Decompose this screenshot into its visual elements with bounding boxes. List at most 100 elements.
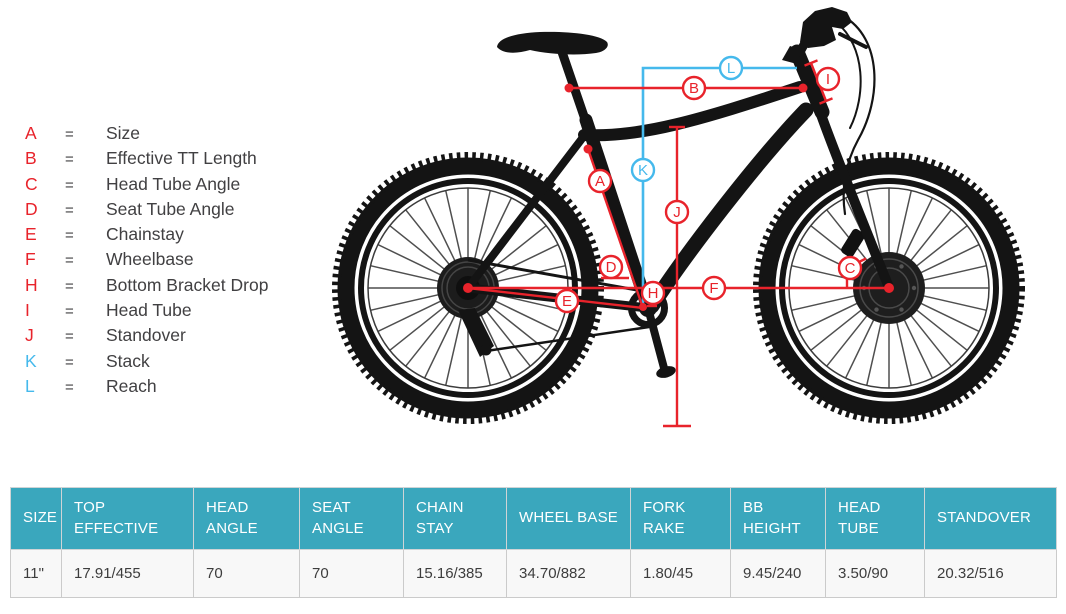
legend-label: Bottom Bracket Drop (106, 274, 269, 295)
legend-letter: K (25, 350, 37, 371)
cell-wheel-base: 34.70/882 (506, 549, 631, 598)
svg-text:E: E (562, 293, 572, 310)
svg-text:J: J (673, 204, 681, 221)
bike-geometry-diagram: A B C D E F H I J K L (332, 7, 1025, 428)
legend-row: I = Head Tube (25, 300, 268, 325)
col-header-fork-rake: FORK RAKE (630, 487, 731, 550)
legend-equals: = (65, 176, 74, 194)
legend-label: Wheelbase (106, 249, 194, 270)
table-row: 11" 17.91/455 70 70 15.16/385 34.70/882 … (10, 549, 1057, 598)
col-header-standover: STANDOVER (924, 487, 1057, 550)
legend-label: Standover (106, 325, 186, 346)
marker-I: I (815, 66, 841, 92)
marker-J: J (664, 199, 690, 225)
legend-row: A = Size (25, 123, 268, 148)
legend-label: Seat Tube Angle (106, 198, 235, 219)
pedal (656, 366, 676, 378)
legend-letter: B (25, 148, 37, 169)
legend-letter: H (25, 274, 38, 295)
marker-H: H (640, 280, 666, 306)
marker-K: K (630, 157, 656, 183)
seatpost (557, 47, 593, 133)
legend-letter: A (25, 123, 37, 143)
legend-letter: L (25, 375, 35, 396)
legend-row: B = Effective TT Length (25, 148, 268, 173)
legend-equals: = (65, 201, 74, 219)
legend-row: E = Chainstay (25, 224, 268, 249)
legend-row: L = Reach (25, 376, 268, 401)
col-header-bb-height: BB HEIGHT (730, 487, 826, 550)
front-brake-caliper (841, 228, 865, 258)
legend-letter: D (25, 198, 38, 219)
front-tire-tread (753, 152, 1025, 424)
legend-equals: = (65, 303, 74, 321)
headtube-dot (798, 83, 808, 93)
legend-letter: I (25, 300, 30, 321)
geometry-table: SIZE TOP EFFECTIVE HEAD ANGLE SEAT ANGLE… (10, 487, 1057, 598)
cell-standover: 20.32/516 (924, 549, 1057, 598)
legend-letter: E (25, 224, 37, 245)
legend-equals: = (65, 353, 74, 371)
legend-label: Size (106, 123, 141, 143)
crank-arm (644, 304, 668, 372)
cell-size: 11" (10, 549, 62, 598)
col-header-head-angle: HEAD ANGLE (193, 487, 300, 550)
cell-fork-rake: 1.80/45 (630, 549, 731, 598)
marker-D: D (598, 254, 624, 280)
svg-text:A: A (595, 173, 605, 190)
svg-text:I: I (826, 71, 830, 88)
cell-head-tube: 3.50/90 (825, 549, 925, 598)
col-header-head-tube: HEAD TUBE (825, 487, 925, 550)
saddle (497, 31, 608, 55)
cell-head-angle: 70 (193, 549, 300, 598)
svg-text:B: B (689, 80, 699, 97)
legend-label: Stack (106, 350, 150, 371)
svg-text:F: F (709, 280, 718, 297)
svg-text:H: H (648, 285, 659, 302)
col-header-size: SIZE (10, 487, 62, 550)
col-header-chain-stay: CHAIN STAY (403, 487, 507, 550)
marker-C: C (837, 255, 863, 281)
front-axle-dot (884, 283, 894, 293)
handlebar (800, 7, 852, 48)
seatpost-dot (564, 83, 574, 93)
cell-top-effective: 17.91/455 (61, 549, 194, 598)
legend-equals: = (65, 277, 74, 295)
bb-dot (639, 303, 647, 311)
legend-letter: C (25, 173, 38, 194)
cell-seat-angle: 70 (299, 549, 404, 598)
legend-row: F = Wheelbase (25, 249, 268, 274)
marker-B: B (681, 75, 707, 101)
legend-equals: = (65, 151, 74, 169)
measurement-lines (463, 59, 894, 428)
svg-text:D: D (606, 259, 617, 276)
brake-cable (841, 14, 876, 216)
marker-L: L (718, 55, 744, 81)
marker-F: F (701, 275, 727, 301)
marker-A: A (587, 168, 613, 194)
legend-equals: = (65, 252, 74, 270)
shift-cable (835, 21, 862, 129)
legend-letter: J (25, 325, 34, 346)
top-tube (578, 81, 806, 142)
seatclamp-dot (583, 144, 593, 154)
legend-row: H = Bottom Bracket Drop (25, 275, 268, 300)
legend-equals: = (65, 328, 74, 346)
legend-equals: = (65, 227, 74, 245)
cell-chain-stay: 15.16/385 (403, 549, 507, 598)
col-header-wheel-base: WHEEL BASE (506, 487, 631, 550)
legend-label: Effective TT Length (106, 148, 257, 169)
brake-lever (838, 32, 868, 49)
chain-top (467, 258, 649, 294)
reach-stack-lines (641, 66, 797, 308)
marker-E: E (554, 288, 580, 314)
svg-text:K: K (638, 162, 648, 179)
down-tube (644, 102, 814, 314)
seat-tube (579, 113, 655, 315)
legend-row: C = Head Tube Angle (25, 174, 268, 199)
bike-frame (463, 7, 893, 378)
rear-axle-dot (463, 283, 473, 293)
legend-label: Chainstay (106, 224, 184, 245)
table-header-row: SIZE TOP EFFECTIVE HEAD ANGLE SEAT ANGLE… (10, 487, 1057, 550)
